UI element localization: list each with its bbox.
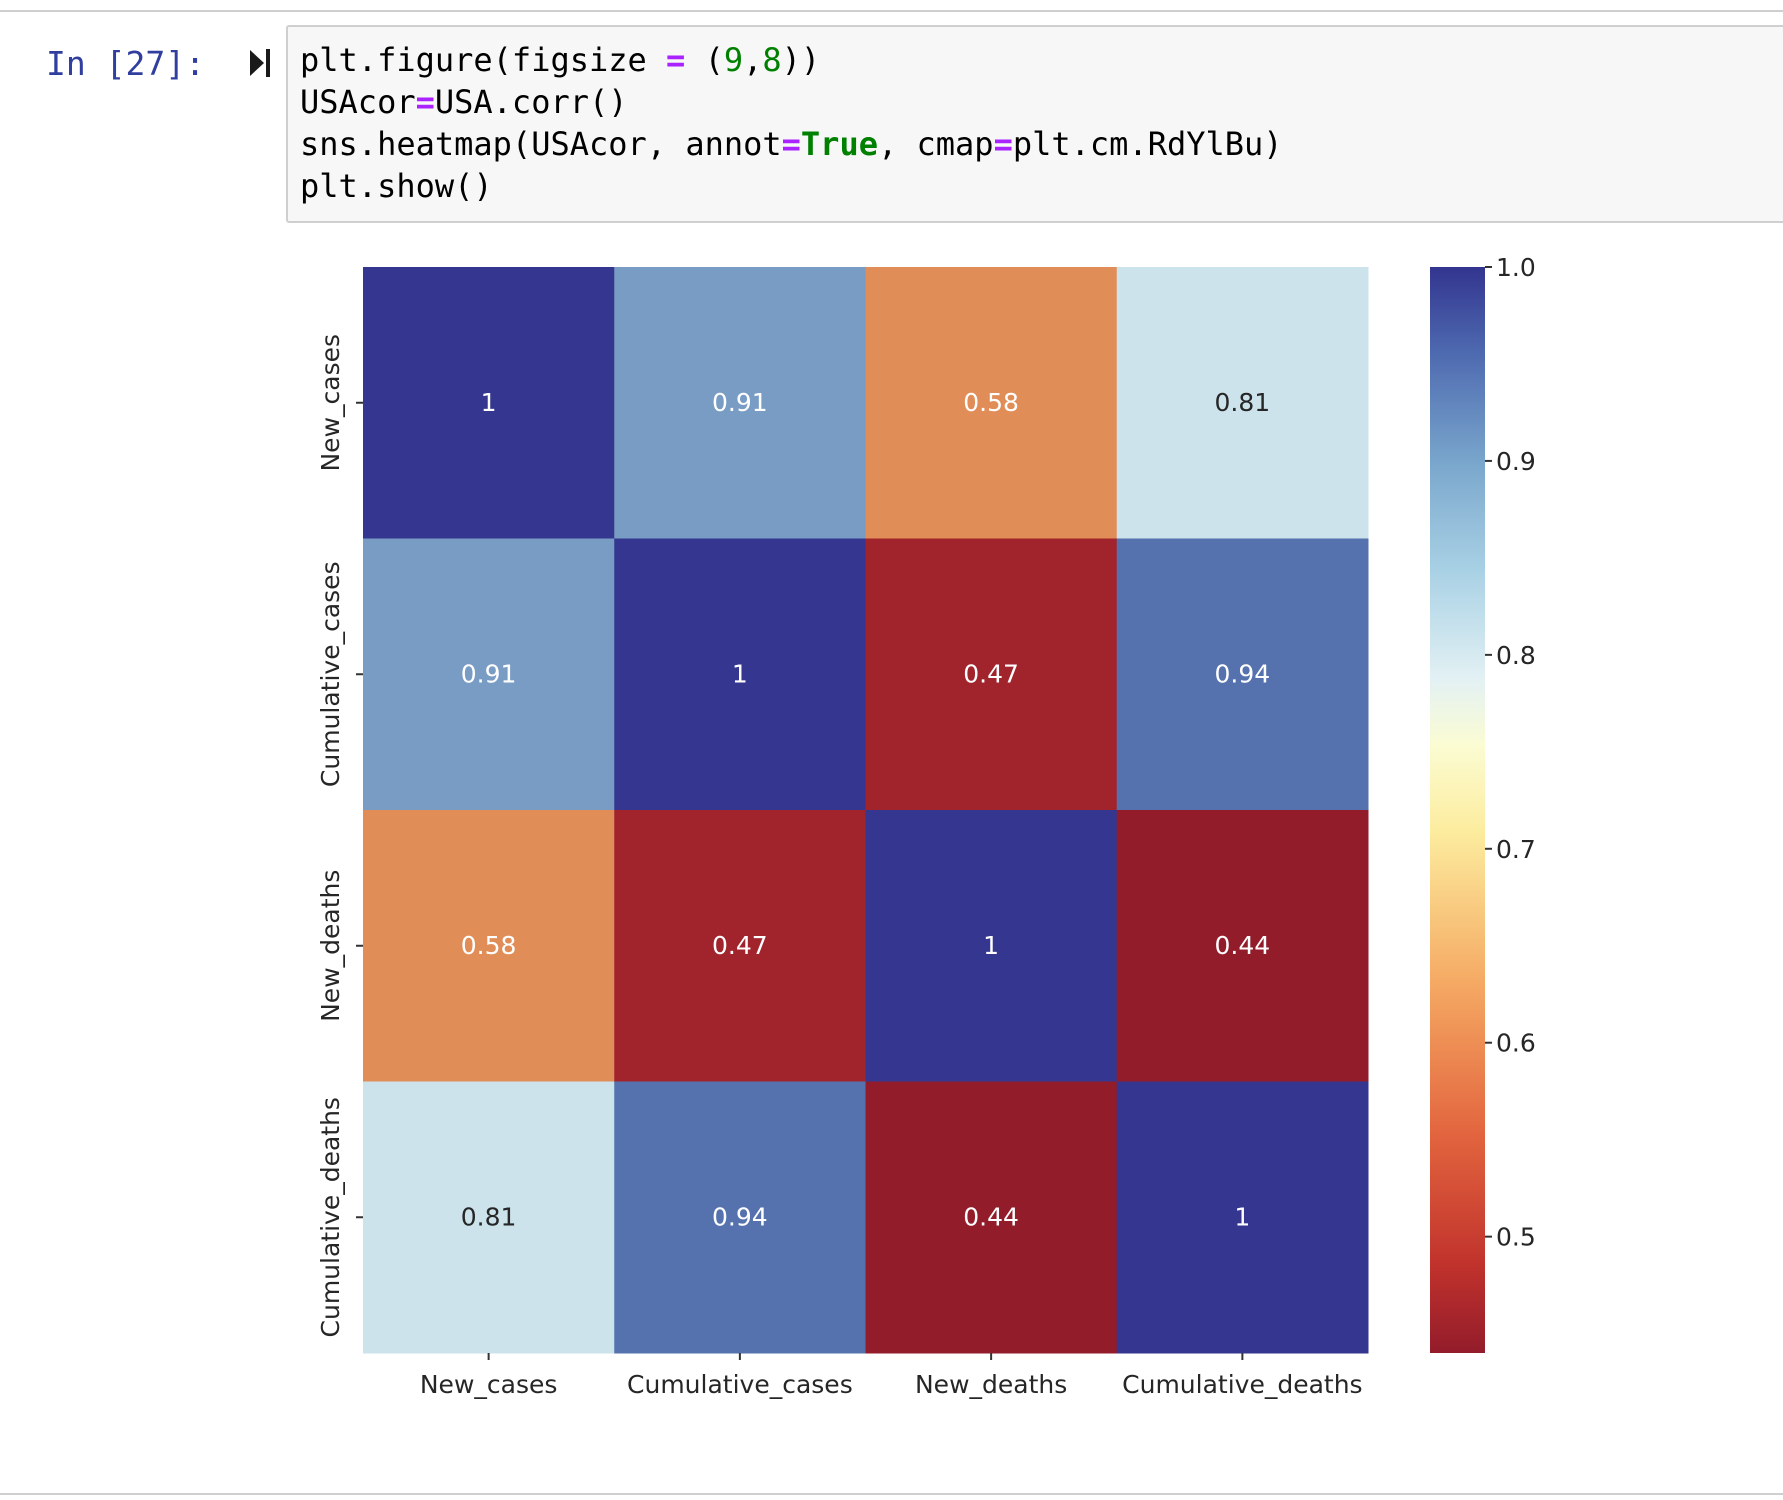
- heatmap-annotation: 1: [1234, 1202, 1250, 1231]
- heatmap-cell: [363, 1081, 615, 1354]
- cell-top-border: [0, 10, 1783, 12]
- x-tick-label: Cumulative_deaths: [1122, 1370, 1362, 1399]
- x-tick-label: New_cases: [420, 1370, 558, 1399]
- heatmap-cell: [865, 267, 1118, 539]
- heatmap-cell: [1116, 810, 1369, 1082]
- colorbar-tick-label: 0.8: [1496, 641, 1536, 670]
- heatmap-annotation: 0.44: [963, 1202, 1019, 1231]
- heatmap-annotation: 0.47: [712, 931, 768, 960]
- heatmap-cell: [1116, 538, 1369, 811]
- x-tick-label: Cumulative_cases: [627, 1370, 853, 1399]
- heatmap-annotation: 0.47: [963, 659, 1019, 688]
- heatmap-cell: [865, 810, 1118, 1082]
- heatmap-cell: [363, 810, 615, 1082]
- heatmap-annotation: 0.91: [712, 388, 768, 417]
- code-token: USAcor: [300, 83, 416, 121]
- heatmap-annotation: 0.58: [461, 931, 517, 960]
- code-token: plt.show(): [300, 167, 493, 205]
- heatmap-cell: [363, 267, 615, 539]
- y-tick-label: New_deaths: [316, 870, 345, 1022]
- heatmap-cell: [614, 538, 866, 811]
- colorbar-tick-label: 0.9: [1496, 447, 1536, 476]
- heatmap-annotation: 1: [481, 388, 497, 417]
- code-token: True: [800, 125, 878, 163]
- heatmap-annotation: 0.81: [1215, 388, 1271, 417]
- heatmap-cell: [1116, 267, 1369, 539]
- heatmap-annotation: 0.94: [1215, 659, 1271, 688]
- code-token: =: [781, 125, 801, 163]
- code-token: =: [993, 125, 1013, 163]
- code-cell-editor[interactable]: plt.figure(figsize = (9,8)) USAcor=USA.co…: [286, 25, 1783, 223]
- heatmap-cell: [614, 810, 866, 1082]
- code-token: )): [781, 41, 821, 79]
- colorbar-tick-label: 0.6: [1496, 1029, 1536, 1058]
- heatmap-annotation: 1: [732, 659, 748, 688]
- heatmap-annotation: 0.94: [712, 1202, 768, 1231]
- colorbar-tick-label: 0.7: [1496, 835, 1536, 864]
- code-token: =: [666, 41, 686, 79]
- heatmap-cell: [614, 1081, 866, 1354]
- heatmap-cell: [363, 538, 615, 811]
- heatmap-cell: [1116, 1081, 1369, 1354]
- y-tick-label: Cumulative_cases: [316, 561, 345, 787]
- colorbar: [1430, 267, 1485, 1353]
- heatmap-annotation: 1: [983, 931, 999, 960]
- colorbar-tick-label: 0.5: [1496, 1223, 1536, 1252]
- code-line: sns.heatmap(USAcor, annot=True, cmap=plt…: [300, 125, 1283, 163]
- x-tick-label: New_deaths: [915, 1370, 1067, 1399]
- heatmap-cell: [865, 538, 1118, 811]
- code-token: USA.corr(): [434, 83, 628, 121]
- y-tick-label: Cumulative_deaths: [316, 1097, 345, 1337]
- heatmap-annotation: 0.44: [1215, 931, 1271, 960]
- code-token: 9: [723, 41, 744, 79]
- code-line: USAcor=USA.corr(): [300, 83, 628, 121]
- code-token: =: [415, 83, 435, 121]
- y-tick-label: New_cases: [316, 334, 345, 472]
- code-token: , cmap: [877, 125, 994, 163]
- input-prompt: In [27]:: [46, 44, 205, 83]
- heatmap-annotation: 0.81: [461, 1202, 517, 1231]
- colorbar-tick-label: 1.0: [1496, 253, 1536, 282]
- cell-bottom-border: [0, 1493, 1783, 1495]
- code-token: plt.figure(figsize: [300, 41, 667, 79]
- code-token: plt.cm.RdYlBu): [1012, 125, 1283, 163]
- run-cell-icon[interactable]: [248, 46, 272, 80]
- code-token: (: [685, 41, 724, 79]
- heatmap-annotation: 0.58: [963, 388, 1019, 417]
- code-token: sns.heatmap(USAcor, annot: [300, 125, 782, 163]
- heatmap-cell: [614, 267, 866, 539]
- heatmap-cell: [865, 1081, 1118, 1354]
- heatmap-annotation: 0.91: [461, 659, 517, 688]
- code-line: plt.show(): [300, 167, 493, 205]
- code-line: plt.figure(figsize = (9,8)): [300, 41, 820, 79]
- code-token: 8: [762, 41, 782, 79]
- code-token: ,: [743, 41, 763, 79]
